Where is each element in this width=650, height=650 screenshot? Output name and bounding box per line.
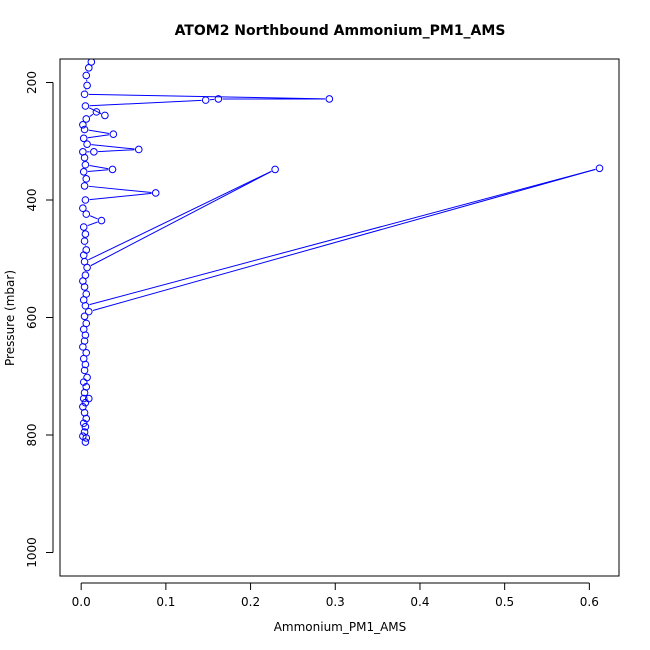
data-point <box>80 125 89 134</box>
series-segment <box>89 99 202 107</box>
data-point <box>79 121 87 129</box>
data-point <box>82 115 91 123</box>
data-point <box>79 432 87 440</box>
data-point <box>79 134 88 143</box>
x-tick-label: 0.6 <box>580 595 599 609</box>
data-point <box>87 59 96 66</box>
data-point <box>101 111 109 120</box>
data-point <box>92 108 101 116</box>
y-tick-label: 1000 <box>25 537 39 568</box>
data-point <box>82 348 91 357</box>
x-axis-label: Ammonium_PM1_AMS <box>274 620 407 634</box>
chart-title: ATOM2 Northbound Ammonium_PM1_AMS <box>175 23 506 39</box>
data-point <box>109 130 118 138</box>
series-segment <box>88 129 110 135</box>
data-point <box>108 165 117 174</box>
data-point <box>81 422 90 431</box>
data-point <box>80 237 89 245</box>
data-point <box>79 223 88 231</box>
data-point <box>82 175 91 183</box>
data-point <box>80 337 89 345</box>
series-layer <box>79 59 604 446</box>
data-point <box>97 216 106 225</box>
y-axis: 200 400 600 800 1000 <box>25 71 54 568</box>
data-point <box>82 319 91 328</box>
data-point <box>82 290 91 298</box>
data-point <box>82 383 91 391</box>
series-segment <box>90 170 272 267</box>
y-tick-label: 800 <box>25 424 39 447</box>
data-point <box>83 81 91 90</box>
series-segment <box>87 134 110 139</box>
series-segment <box>87 221 98 227</box>
series-segment <box>89 192 152 201</box>
data-point <box>325 95 334 103</box>
series-segment <box>88 185 152 194</box>
series-segment <box>98 149 135 153</box>
data-point <box>80 182 89 190</box>
data-point <box>80 312 89 321</box>
data-point <box>83 373 91 382</box>
plot-frame <box>59 58 620 577</box>
data-point <box>201 96 210 104</box>
series-segment <box>88 170 272 261</box>
data-point <box>81 102 90 110</box>
y-tick-label: 400 <box>25 189 39 212</box>
data-point <box>81 160 90 169</box>
data-point <box>79 419 88 428</box>
y-axis-label: Pressure (mbar) <box>3 270 17 366</box>
data-point <box>82 210 91 218</box>
data-point <box>134 145 143 154</box>
x-tick-label: 0.0 <box>72 595 91 609</box>
data-point <box>151 189 160 197</box>
series-segment <box>87 169 109 172</box>
data-point <box>90 148 98 156</box>
y-tick-label: 600 <box>25 306 39 329</box>
data-point <box>595 164 604 173</box>
series-segment <box>89 168 596 306</box>
x-axis: 0.0 0.1 0.2 0.3 0.4 0.5 0.6 <box>72 582 599 609</box>
data-point <box>84 307 93 316</box>
data-point <box>84 394 93 403</box>
series-segment <box>92 168 596 311</box>
data-point <box>79 204 87 213</box>
data-point <box>80 90 89 99</box>
x-tick-label: 0.3 <box>326 595 345 609</box>
y-tick-label: 200 <box>25 71 39 94</box>
series-segment <box>89 113 94 117</box>
series-segment <box>88 107 102 115</box>
data-point <box>81 230 90 238</box>
data-point <box>79 403 87 411</box>
data-point <box>79 394 88 403</box>
data-point <box>81 196 90 204</box>
x-tick-label: 0.1 <box>156 595 175 609</box>
data-point <box>82 71 91 80</box>
data-point <box>80 366 89 375</box>
x-tick-label: 0.4 <box>410 595 429 609</box>
series-segment <box>89 164 109 170</box>
data-point <box>79 168 88 176</box>
data-point <box>81 271 90 280</box>
data-point <box>271 165 279 174</box>
data-point <box>83 140 91 148</box>
series-segment <box>91 144 135 150</box>
x-tick-label: 0.5 <box>495 595 514 609</box>
x-tick-label: 0.2 <box>241 595 260 609</box>
data-point <box>82 246 91 254</box>
data-point <box>80 428 89 436</box>
data-point <box>214 95 223 103</box>
series-segment <box>89 215 98 220</box>
data-point <box>79 148 87 156</box>
